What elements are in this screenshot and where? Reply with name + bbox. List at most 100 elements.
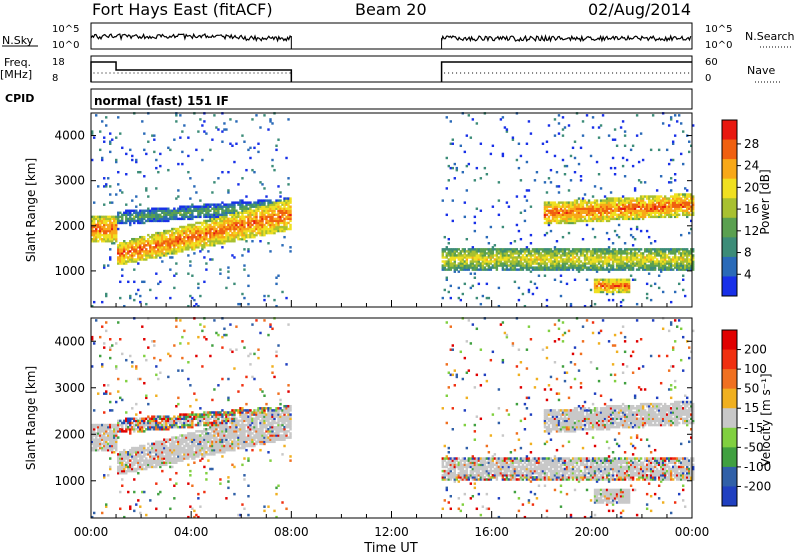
power-cell-2369	[521, 264, 525, 267]
power-cell-3078	[593, 185, 597, 188]
power-cell-1496	[247, 227, 250, 231]
power-cell-2956	[583, 219, 587, 223]
power-cell-1005	[199, 250, 202, 253]
power-cell-1727	[273, 227, 276, 231]
velocity-cell-183	[113, 425, 116, 429]
power-cell-3263	[607, 250, 611, 253]
power-cell-478	[145, 215, 148, 219]
power-cell-2322	[513, 252, 517, 255]
power-cell-3468	[621, 252, 625, 255]
power-cell-4051	[673, 266, 677, 269]
velocity-cell-424	[139, 421, 142, 425]
power-cell-3757	[645, 250, 649, 253]
power-cell-816	[179, 205, 182, 208]
power-cell-2275	[505, 252, 509, 255]
power-cell-2610	[553, 260, 557, 263]
velocity-cell-586	[157, 459, 160, 462]
power-cell-1511	[249, 233, 252, 237]
power-cell-2575	[549, 229, 553, 233]
power-cell-4106	[677, 252, 681, 255]
power-cell-3113	[597, 278, 601, 282]
power-cell-2051	[469, 264, 473, 267]
power-cell-3629	[633, 215, 637, 219]
power-cell-1889	[443, 250, 446, 253]
power-cell-1558	[253, 205, 256, 208]
power-cell-1388	[235, 209, 238, 212]
power-cell-264	[123, 256, 126, 259]
power-cell-1068	[205, 244, 208, 247]
power-cell-1102	[207, 207, 210, 210]
power-cell-2728	[563, 258, 567, 261]
power-cell-1310	[227, 203, 230, 206]
power-cell-649	[163, 240, 166, 243]
power-cell-1944	[451, 252, 455, 255]
power-cell-722	[171, 248, 174, 251]
power-cell-2870	[575, 219, 579, 223]
velocity-cell-494	[147, 425, 150, 429]
power-cell-3081	[595, 286, 599, 290]
power-cell-312	[129, 258, 132, 261]
power-cell-1918	[447, 242, 450, 245]
power-cell-1261	[223, 221, 226, 225]
power-cell-2759	[565, 217, 569, 221]
velocity-cell-156	[109, 338, 112, 341]
power-cell-3986	[667, 260, 671, 263]
power-cell-1117	[209, 219, 212, 223]
power-cell-3195	[603, 278, 607, 282]
power-cell-2617	[553, 246, 557, 249]
power-cell-2715	[561, 209, 565, 212]
power-cell-70	[101, 240, 104, 243]
power-cell-1355	[233, 240, 236, 243]
power-cell-1726	[273, 229, 276, 233]
power-cell-3706	[639, 132, 643, 135]
power-cell-4135	[679, 201, 683, 204]
power-cell-3959	[663, 207, 667, 210]
velocity-cell-392	[137, 461, 140, 464]
power-cell-2900	[577, 203, 581, 206]
power-cell-2712	[561, 215, 565, 219]
power-cell-3005	[589, 268, 593, 271]
power-cell-3147	[599, 252, 603, 255]
power-cell-2974	[585, 248, 589, 251]
power-cell-2625	[553, 205, 557, 208]
power-cell-2743	[563, 201, 567, 204]
power-cell-1658	[265, 221, 268, 225]
power-cell-3814	[649, 195, 653, 198]
power-cell-2132	[481, 264, 485, 267]
power-cell-389	[137, 258, 140, 261]
power-cell-2469	[537, 258, 541, 261]
power-cell-3191	[603, 286, 607, 290]
power-cell-2562	[547, 177, 551, 180]
power-cell-53	[97, 215, 100, 219]
power-cell-1207	[219, 272, 222, 275]
power-cell-4067	[673, 203, 677, 206]
power-cell-2434	[531, 266, 535, 269]
power-cell-3088	[595, 266, 599, 269]
power-cell-3309	[611, 286, 615, 290]
power-cell-889	[187, 223, 190, 227]
power-cell-3557	[627, 248, 631, 251]
power-cell-3703	[639, 197, 643, 200]
power-cell-2984	[585, 114, 589, 117]
power-cell-253	[121, 221, 124, 225]
power-cell-3246	[607, 298, 611, 302]
power-cell-1946	[451, 248, 455, 251]
power-cell-746	[173, 237, 176, 241]
power-cell-3539	[625, 201, 629, 204]
power-cell-1503	[247, 213, 250, 217]
power-cell-4163	[681, 193, 685, 196]
power-cell-3896	[657, 195, 661, 198]
power-cell-2380	[523, 258, 527, 261]
power-cell-615	[159, 233, 162, 237]
power-cell-2463	[535, 170, 539, 174]
power-cell-405	[137, 170, 140, 174]
power-cell-1580	[257, 231, 260, 235]
power-cell-1483	[245, 205, 248, 208]
power-cell-3602	[631, 254, 635, 257]
power-cell-2342	[517, 264, 521, 267]
power-cell-2013	[463, 266, 467, 269]
power-cell-515	[149, 217, 152, 221]
power-cell-1609	[259, 205, 262, 208]
power-cell-3178	[601, 219, 605, 223]
power-cell-1601	[259, 223, 262, 227]
